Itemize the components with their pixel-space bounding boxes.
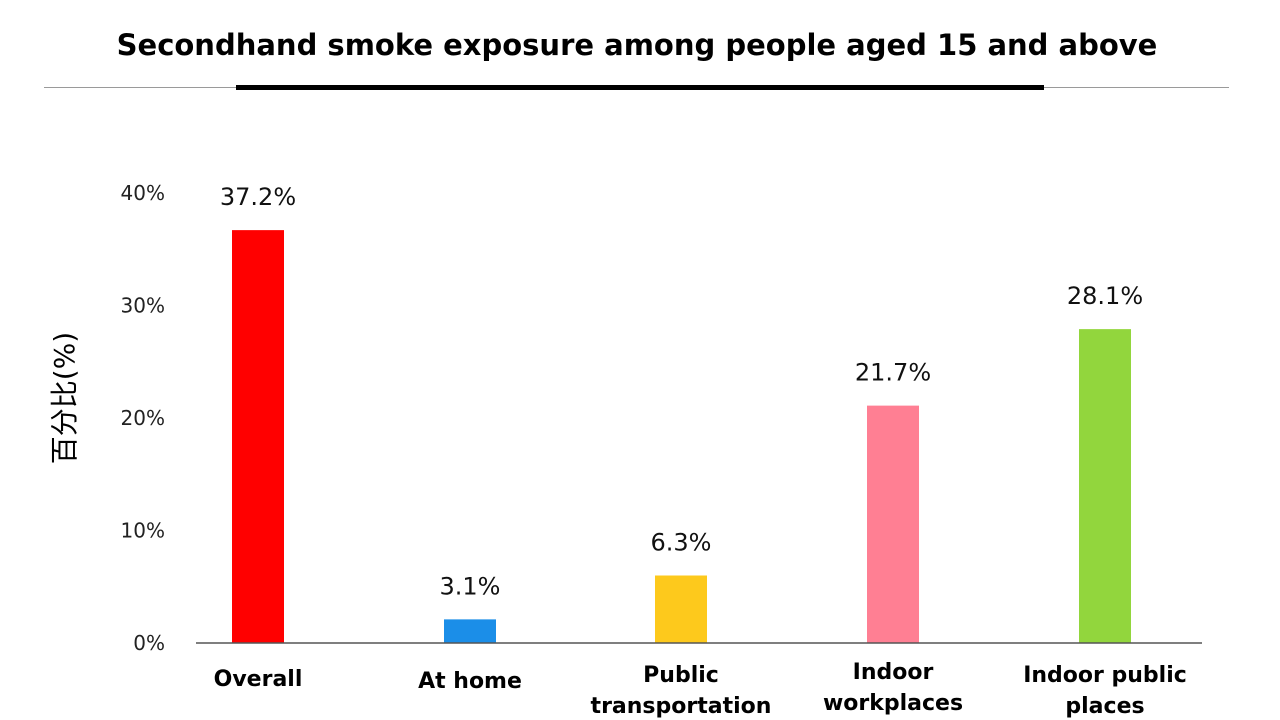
bar-value-label: 6.3% — [651, 529, 712, 557]
bar — [444, 619, 496, 643]
bar — [867, 405, 919, 643]
bar-value-label: 21.7% — [855, 359, 931, 387]
bar-value-label: 3.1% — [440, 572, 501, 600]
y-tick-label: 20% — [121, 406, 165, 430]
bar — [1079, 329, 1131, 643]
x-category-label: Overall — [214, 667, 303, 692]
x-category-label: Indoor public places — [1023, 663, 1187, 719]
y-tick-label: 40% — [121, 181, 165, 205]
bars — [232, 230, 1131, 643]
title-underline — [236, 85, 1044, 90]
bar-value-label: 28.1% — [1067, 282, 1143, 310]
bar — [232, 230, 284, 643]
y-tick-label: 0% — [133, 631, 165, 655]
chart-title: Secondhand smoke exposure among people a… — [116, 28, 1158, 62]
x-axis-categories: Overall At home Public transportation Indoor… — [214, 660, 1187, 719]
y-axis-label: 百分比(%) — [48, 332, 81, 464]
y-tick-label: 30% — [121, 294, 165, 318]
y-axis-ticks: 0% 10% 20% 30% 40% — [121, 181, 165, 655]
bar-value-label: 37.2% — [220, 183, 296, 211]
bar — [655, 575, 707, 643]
x-category-label: Public transportation — [591, 663, 772, 719]
data-labels: 37.2% 3.1% 6.3% 21.7% 28.1% — [220, 183, 1143, 600]
x-category-label: At home — [418, 669, 522, 694]
x-category-label: Indoor workplaces — [823, 660, 963, 716]
y-tick-label: 10% — [121, 519, 165, 543]
